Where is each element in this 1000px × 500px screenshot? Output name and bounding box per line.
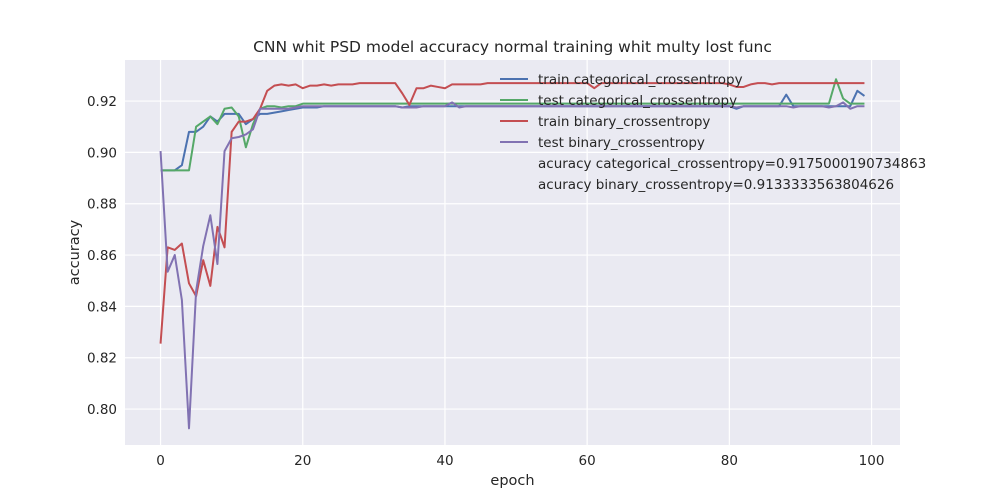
y-axis-label: accuracy <box>67 219 83 285</box>
x-tick-label: 100 <box>859 453 885 469</box>
y-tick-label: 0.80 <box>87 402 117 418</box>
x-tick-label: 40 <box>436 453 453 469</box>
legend-label: test binary_crossentropy <box>538 135 705 151</box>
legend-label: train binary_crossentropy <box>538 114 710 130</box>
annotation-label: acuracy categorical_crossentropy=0.91750… <box>538 156 926 172</box>
series-line-3 <box>159 82 865 344</box>
series-line-4 <box>159 101 865 430</box>
x-tick-label: 20 <box>294 453 311 469</box>
y-tick-label: 0.92 <box>87 94 117 110</box>
grid <box>125 60 900 445</box>
x-axis-label: epoch <box>490 473 534 489</box>
annotation-label: acuracy binary_crossentropy=0.9133333563… <box>538 177 894 193</box>
legend-label: test categorical_crossentropy <box>538 93 737 109</box>
series-line-2 <box>160 78 865 172</box>
x-tick-label: 60 <box>579 453 596 469</box>
legend-label: train categorical_crossentropy <box>538 72 743 88</box>
x-tick-label: 80 <box>721 453 738 469</box>
y-tick-label: 0.90 <box>87 145 117 161</box>
y-tick-label: 0.86 <box>87 248 117 264</box>
x-tick-label: 0 <box>156 453 165 469</box>
series-layer <box>159 78 866 430</box>
tick-labels: 0 20 40 60 80 100 0.80 0.82 0.84 0.86 0.88 0.90 0.92 <box>87 94 885 469</box>
y-tick-label: 0.82 <box>87 351 117 367</box>
y-tick-label: 0.84 <box>87 299 117 315</box>
y-tick-label: 0.88 <box>87 197 117 213</box>
chart-title: CNN whit PSD model accuracy normal train… <box>253 38 772 56</box>
